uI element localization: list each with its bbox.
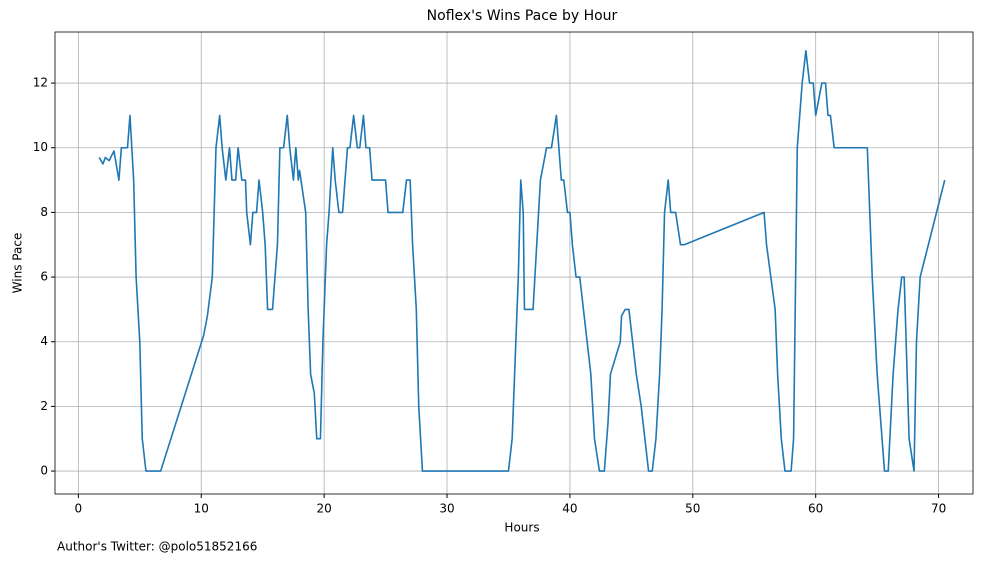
footnote: Author's Twitter: @polo51852166 [57,540,257,554]
x-tick-label: 50 [685,502,700,516]
y-tick-label: 6 [40,270,48,284]
x-tick-label: 10 [194,502,209,516]
x-tick-label: 70 [931,502,946,516]
axes-frame [54,31,974,495]
y-tick-label: 10 [33,140,48,154]
chart-title: Noflex's Wins Pace by Hour [427,8,618,24]
y-tick-label: 12 [33,76,48,90]
x-tick-label: 0 [75,502,83,516]
data-line [98,49,946,472]
y-tick-label: 2 [40,399,48,413]
x-tick-label: 20 [316,502,331,516]
x-tick-label: 30 [439,502,454,516]
y-tick-label: 4 [40,334,48,348]
x-axis-label: Hours [504,521,539,535]
x-tick-label: 40 [562,502,577,516]
x-tick-label: 60 [808,502,823,516]
y-tick-label: 8 [40,205,48,219]
y-tick-label: 0 [40,464,48,478]
plot-area: 0 2 4 6 8 10 12 0 10 20 30 40 50 60 70 [33,31,974,516]
y-axis-label: Wins Pace [11,233,25,294]
